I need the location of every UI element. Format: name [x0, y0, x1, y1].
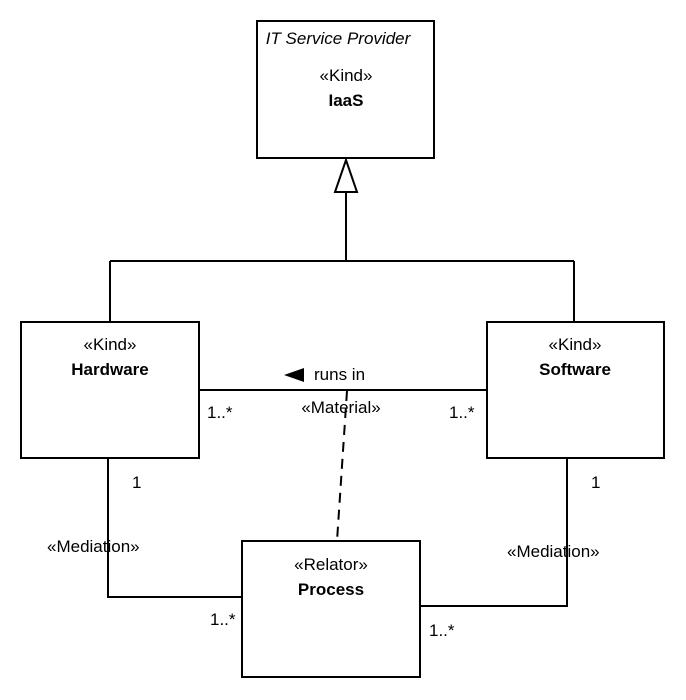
- iaas-package-label: IT Service Provider: [265, 29, 411, 48]
- material-stereotype: «Material»: [301, 398, 381, 417]
- iaas-stereotype: «Kind»: [319, 66, 373, 85]
- material-derivation-line: [336, 390, 348, 542]
- mediation-software-stereotype: «Mediation»: [507, 542, 600, 561]
- mediation-hardware-mult-process: 1..*: [210, 610, 236, 629]
- mediation-line-hardware: [107, 458, 242, 598]
- class-hardware[interactable]: [20, 321, 200, 459]
- hardware-stereotype: «Kind»: [83, 335, 137, 354]
- mediation-line-software: [420, 458, 568, 607]
- iaas-name: IaaS: [328, 91, 364, 110]
- class-software[interactable]: [486, 321, 665, 459]
- class-iaas[interactable]: [256, 20, 435, 159]
- class-process[interactable]: [241, 540, 421, 678]
- mediation-hardware-mult-top: 1: [132, 473, 142, 492]
- mediation-hardware-stereotype: «Mediation»: [47, 537, 140, 556]
- material-mult-hardware: 1..*: [207, 403, 233, 422]
- software-stereotype: «Kind»: [548, 335, 602, 354]
- material-relation-label: runs in: [314, 365, 366, 384]
- reading-direction-arrow: [284, 368, 304, 382]
- material-mult-software: 1..*: [449, 403, 475, 422]
- generalization-arrowhead: [333, 156, 359, 193]
- process-stereotype: «Relator»: [294, 555, 368, 574]
- mediation-software-mult-top: 1: [591, 473, 601, 492]
- software-name: Software: [539, 360, 611, 379]
- process-name: Process: [297, 580, 365, 599]
- mediation-software-mult-process: 1..*: [429, 621, 455, 640]
- hardware-name: Hardware: [71, 360, 149, 379]
